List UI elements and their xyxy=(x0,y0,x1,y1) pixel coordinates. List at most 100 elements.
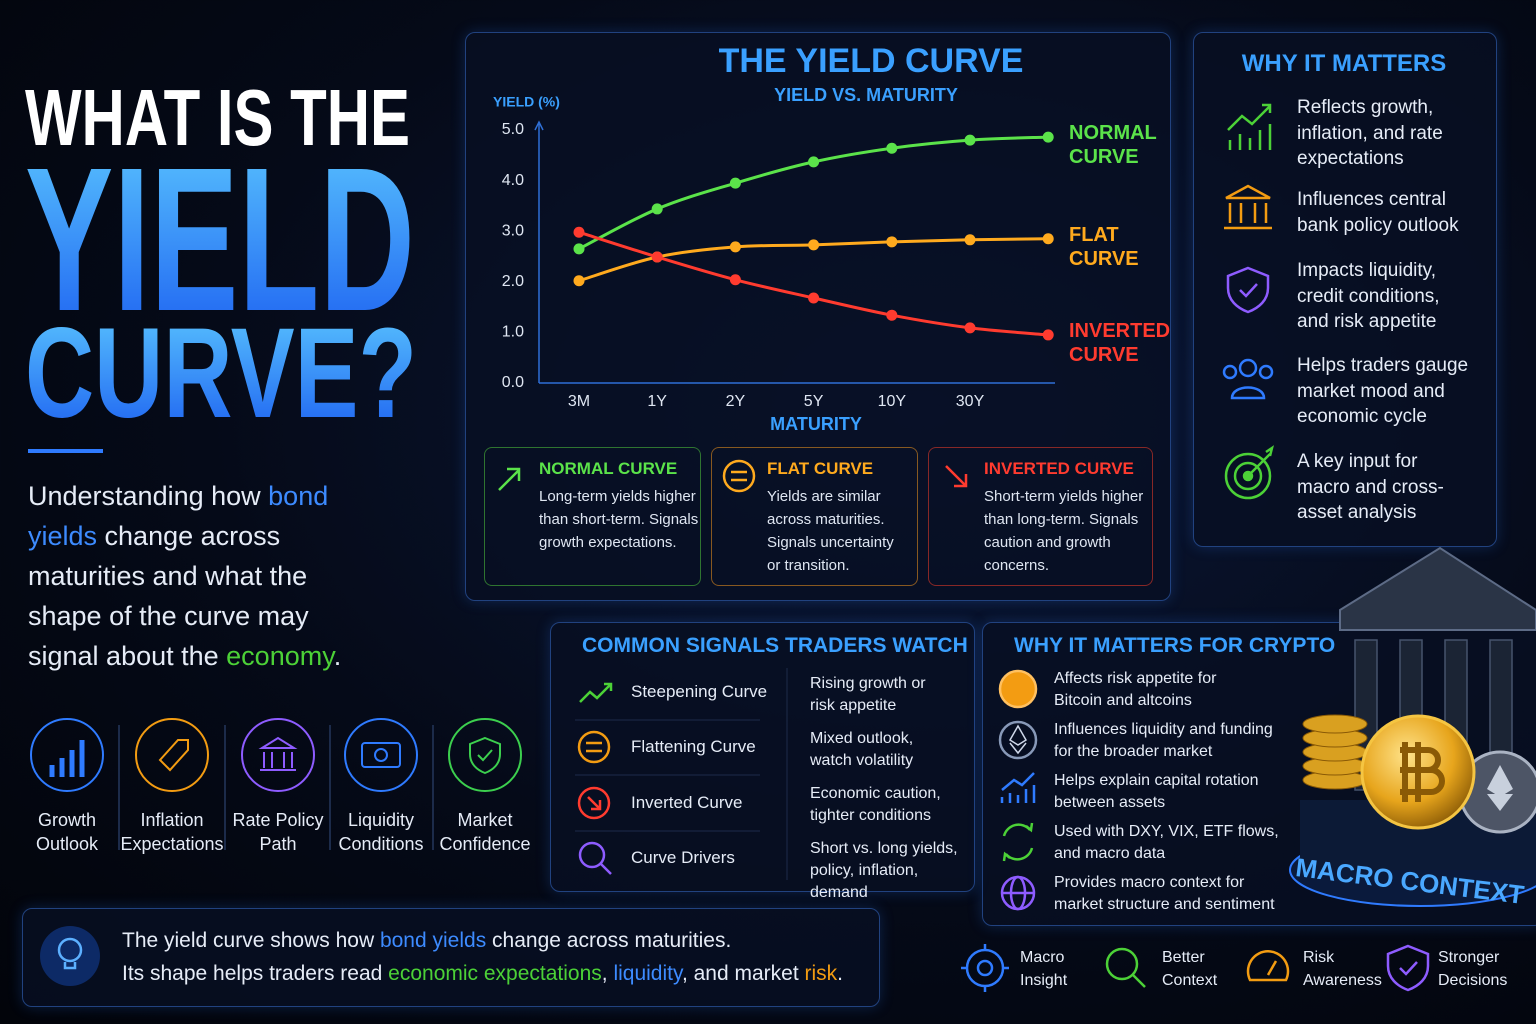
headline: YIELD xyxy=(25,125,415,354)
intro: Understanding how bond yields change acr… xyxy=(28,476,366,676)
headline: WHAT IS THE xyxy=(25,73,410,162)
y-tick-label: 2.0 xyxy=(502,273,524,290)
signal-icons xyxy=(575,668,788,880)
summary-line: The yield curve shows how bond yields ch… xyxy=(122,929,731,953)
text: Understanding how xyxy=(28,481,269,511)
data-point xyxy=(651,203,663,215)
text: bond yields xyxy=(28,481,329,551)
signal-name: Flattening Curve xyxy=(631,737,756,756)
summary-panel xyxy=(22,908,880,1007)
y-tick-label: 4.0 xyxy=(502,172,524,189)
benefit-label: Better Context xyxy=(1162,949,1218,989)
factor-label: Liquidity Conditions xyxy=(338,810,424,854)
data-point xyxy=(964,234,976,246)
factor-label: Market Confidence xyxy=(439,810,531,854)
data-point xyxy=(729,177,741,189)
signal-name: Inverted Curve xyxy=(631,793,743,812)
y-tick-label: 3.0 xyxy=(502,222,524,239)
factor-icons xyxy=(30,718,522,850)
card-title: INVERTED CURVE xyxy=(984,459,1134,478)
signal-meaning: Short vs. long yields, policy, inflation… xyxy=(810,840,958,901)
headline: CURVE? xyxy=(25,302,417,445)
chart-panel xyxy=(465,32,1171,601)
text: . xyxy=(333,641,342,671)
card-title: FLAT CURVE xyxy=(767,459,874,478)
item: Helps traders gauge market mood and econ… xyxy=(1297,355,1469,427)
chart-title: THE YIELD CURVE xyxy=(719,42,1024,80)
x-tick-label: 2Y xyxy=(726,393,746,410)
x-axis-label: MATURITY xyxy=(770,414,862,434)
text: , xyxy=(601,962,614,985)
y-tick-label: 0.0 xyxy=(502,374,524,391)
signal-name: Steepening Curve xyxy=(631,682,768,701)
data-point xyxy=(729,274,741,286)
item: A key input for macro and cross-asset an… xyxy=(1297,451,1444,523)
why-icons xyxy=(1222,103,1274,500)
text: economy xyxy=(226,641,334,671)
x-tick-label: 1Y xyxy=(647,393,667,410)
y-axis-label: YIELD (%) xyxy=(493,94,560,110)
text: change across maturities. xyxy=(486,929,732,952)
benefit-label: Macro Insight xyxy=(1020,949,1068,989)
signal-name: Curve Drivers xyxy=(631,848,735,867)
benefit-icons xyxy=(961,944,1430,992)
data-point xyxy=(964,322,976,334)
item: Influences liquidity and funding for the… xyxy=(1054,721,1273,760)
data-point xyxy=(573,275,585,287)
signal-meaning: Economic caution, tighter conditions xyxy=(810,785,941,824)
factor-label: Inflation Expectations xyxy=(120,810,224,854)
data-point xyxy=(808,239,820,251)
item: Impacts liquidity, credit conditions, an… xyxy=(1297,260,1440,332)
item: Helps explain capital rotation between a… xyxy=(1054,772,1259,811)
data-point xyxy=(808,292,820,304)
data-point xyxy=(573,243,585,255)
data-point xyxy=(964,134,976,146)
summary-icon xyxy=(40,926,100,986)
text: change across maturities and what the sh… xyxy=(28,521,309,671)
data-point xyxy=(651,251,663,263)
item: Provides macro context for market struct… xyxy=(1054,874,1275,913)
series-label: NORMAL CURVE xyxy=(1069,122,1157,169)
card-text: Long-term yields higher than short-term.… xyxy=(539,488,699,551)
y-tick-label: 5.0 xyxy=(502,121,524,138)
factor-label: Rate Policy Path xyxy=(232,810,324,854)
divider xyxy=(28,449,103,453)
x-tick-label: 10Y xyxy=(878,393,907,410)
text: . xyxy=(837,962,844,985)
data-point xyxy=(808,156,820,168)
signal-meaning: Rising growth or risk appetite xyxy=(810,675,926,714)
text: economic expectations xyxy=(388,962,602,985)
benefit-label: Stronger Decisions xyxy=(1438,949,1508,989)
card-text: Short-term yields higher than long-term.… xyxy=(984,488,1144,574)
item: Influences central bank policy outlook xyxy=(1297,189,1459,236)
series-label: INVERTED CURVE xyxy=(1069,319,1171,366)
signal-meaning: Mixed outlook, watch volatility xyxy=(810,730,914,769)
section-title: WHY IT MATTERS xyxy=(1241,50,1447,77)
card-title: NORMAL CURVE xyxy=(539,459,678,478)
text: bond yields xyxy=(379,929,487,952)
series-label: FLAT CURVE xyxy=(1069,223,1139,270)
chart-axes xyxy=(534,120,1055,384)
card-text: Yields are similar across maturities. Si… xyxy=(767,488,894,574)
data-point xyxy=(729,241,741,253)
item: Reflects growth, inflation, and rate exp… xyxy=(1297,97,1443,169)
crypto-icons xyxy=(998,669,1038,911)
text: Its shape helps traders read xyxy=(122,962,389,985)
data-point xyxy=(886,142,898,154)
bank-graphic: MACRO CONTEXT xyxy=(1289,546,1536,910)
data-point xyxy=(1042,131,1054,143)
text: The yield curve shows how xyxy=(122,929,380,952)
y-tick-label: 1.0 xyxy=(502,324,524,341)
chart-subtitle: YIELD VS. MATURITY xyxy=(774,85,958,105)
data-point xyxy=(1042,233,1054,245)
factor-label: Growth Outlook xyxy=(35,810,99,854)
text: risk xyxy=(804,962,838,985)
card xyxy=(711,447,918,586)
signals-panel xyxy=(550,622,975,892)
data-point xyxy=(886,236,898,248)
x-tick-label: 5Y xyxy=(804,393,824,410)
card-icons xyxy=(498,459,968,493)
card xyxy=(484,447,701,586)
item: Used with DXY, VIX, ETF flows, and macro… xyxy=(1054,823,1279,862)
